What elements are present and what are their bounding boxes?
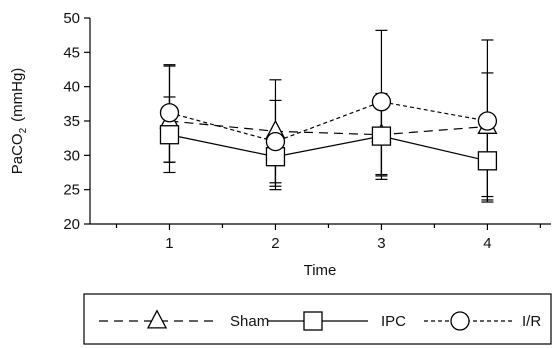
legend-marker-sham: [146, 309, 168, 329]
y-tick-label: 50: [63, 10, 80, 27]
series-line-sham: [169, 120, 488, 136]
y-axis-title: PaCO2 (mmHg): [9, 68, 29, 175]
series-lines: [169, 101, 488, 162]
x-tick-label: 3: [377, 235, 385, 252]
series-error-bars: [163, 29, 494, 203]
legend-label-sham: Sham: [230, 313, 269, 330]
data-point-ipc: [477, 151, 498, 171]
data-point-i-r: [265, 131, 286, 152]
x-tick-label: 1: [165, 235, 173, 252]
y-tick-label: 40: [63, 79, 80, 96]
series-line-ipc: [169, 134, 488, 162]
y-tick-label: 35: [63, 113, 80, 130]
data-point-i-r: [477, 111, 498, 131]
y-tick-label: 45: [63, 44, 80, 61]
series-markers: [159, 92, 498, 171]
x-tick-label: 4: [483, 235, 491, 252]
series-line-i-r: [169, 101, 488, 143]
data-point-i-r: [371, 92, 392, 112]
legend-marker-i-r: [450, 311, 470, 331]
y-ticks: 20 25 30 35 40 45 50: [63, 10, 90, 233]
data-point-i-r: [159, 103, 180, 123]
legend-label-ipc: IPC: [381, 313, 406, 330]
data-point-ipc: [371, 126, 392, 146]
y-tick-label: 20: [63, 216, 80, 233]
y-axis-title-subscript: 2: [18, 127, 29, 133]
legend-label-i-r: I/R: [522, 313, 541, 330]
y-tick-label: 30: [63, 147, 80, 164]
x-ticks: 1 2 3 4: [115, 224, 542, 252]
y-tick-label: 25: [63, 182, 80, 199]
legend-items: Sham IPC I/R: [99, 309, 541, 331]
y-axis-title-main: PaCO: [9, 133, 26, 174]
x-axis-title: Time: [304, 262, 337, 279]
data-point-ipc: [159, 125, 180, 145]
y-axis-title-unit: (mmHg): [9, 68, 26, 122]
legend: Sham IPC I/R: [83, 293, 552, 345]
legend-marker-ipc: [303, 311, 323, 331]
x-tick-label: 2: [271, 235, 279, 252]
